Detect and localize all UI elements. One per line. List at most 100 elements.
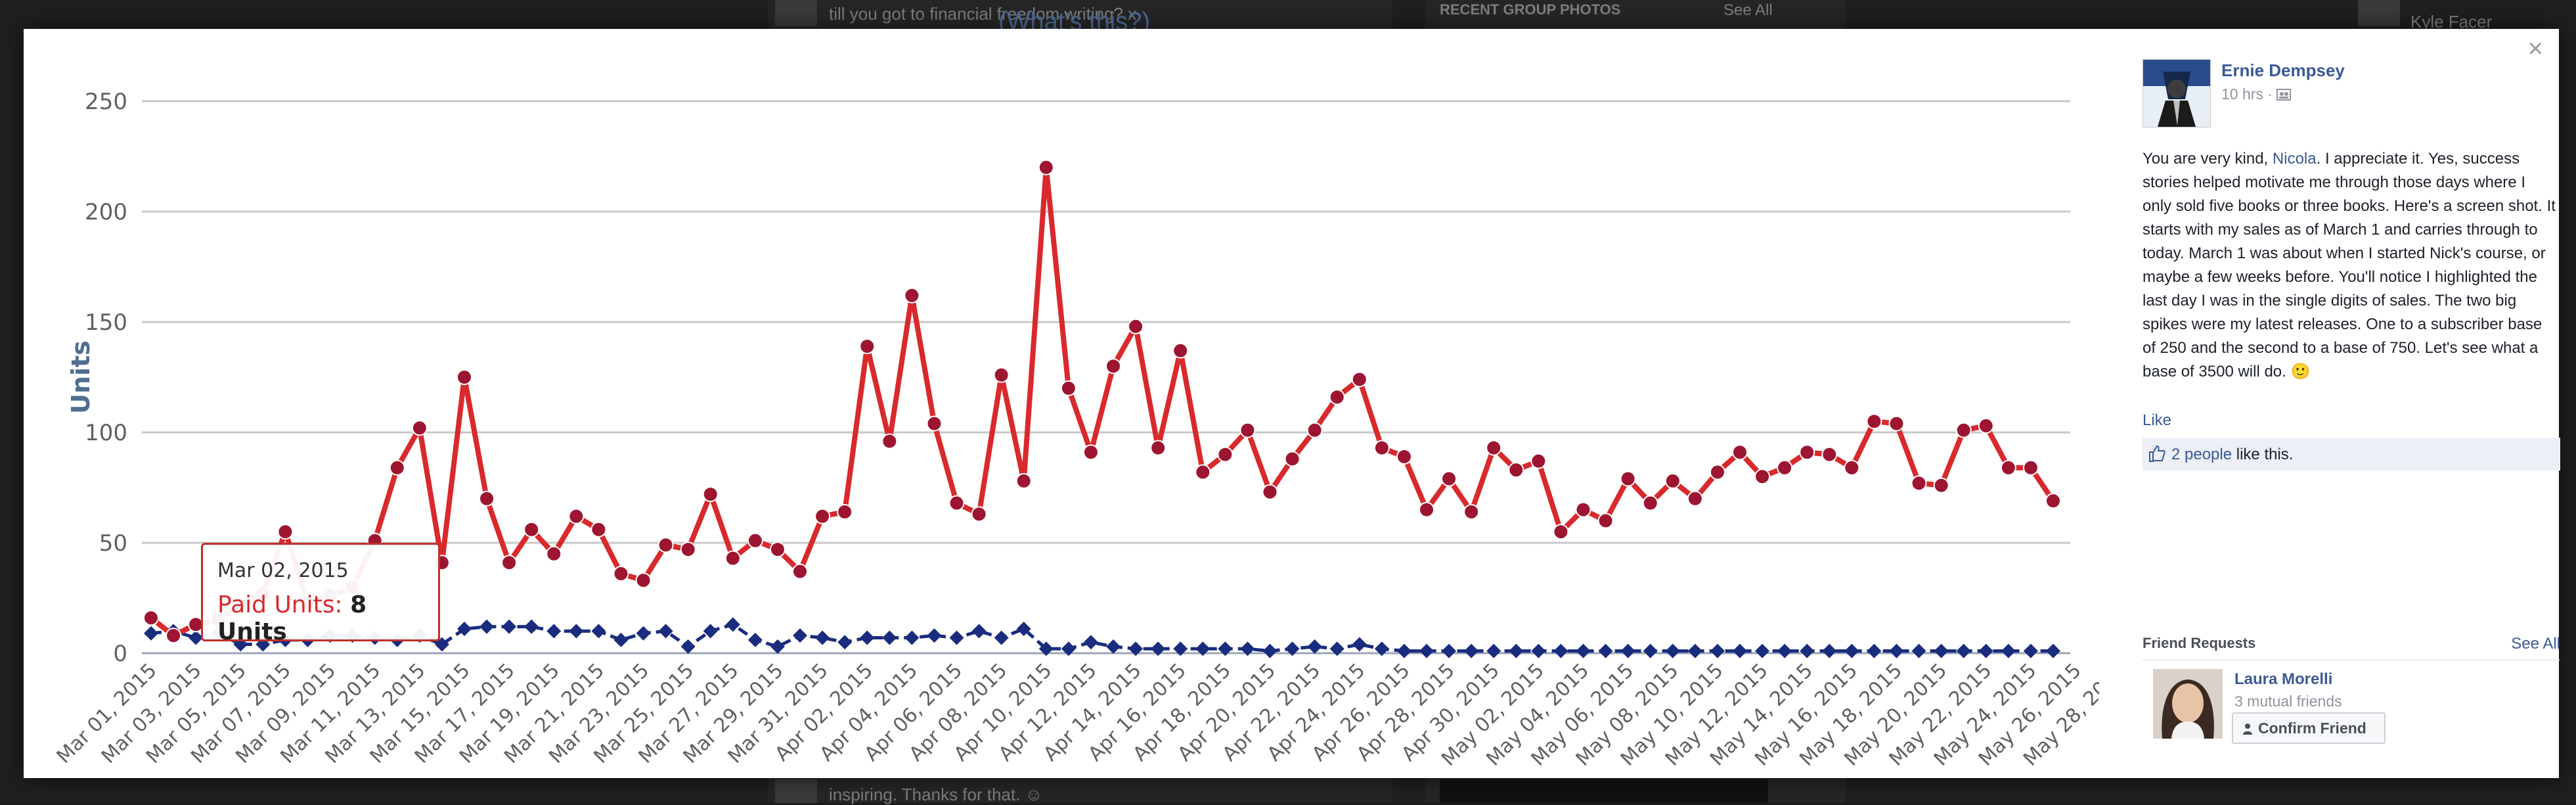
series-free-point [1106,639,1121,654]
series-paid-point [1777,459,1793,476]
series-paid-point [837,503,853,520]
series-free-point [658,624,673,639]
series-paid-point [1373,440,1390,456]
like-button[interactable]: Like [2143,411,2172,429]
series-paid-point [993,367,1010,383]
series-paid-point [1284,451,1300,467]
series-paid-point [166,628,182,644]
series-paid-point [501,555,518,571]
photo-lightbox: × 0 50 100 150 200 250 Units Mar 01, 2015 Mar … [24,29,2560,778]
series-free-point [1934,643,1949,658]
series-free-point [927,628,942,643]
series-free-point [703,624,718,639]
post-author-name[interactable]: Ernie Dempsey [2221,60,2345,80]
series-free-point [793,628,808,643]
author-avatar[interactable] [2143,59,2211,127]
series-free-point [1889,643,1904,658]
series-free-point [1956,643,1971,658]
series-paid-point [1038,159,1054,175]
tooltip-date: Mar 02, 2015 [217,559,349,582]
post-body: You are very kind, Nicola. I appreciate … [2143,147,2556,384]
post-body-start: You are very kind, [2143,150,2273,168]
series-paid-point [702,486,719,503]
series-free-point [546,624,562,639]
audience-group-icon[interactable] [2276,89,2292,101]
tooltip-row: Paid Units: 8 Units [217,591,424,645]
series-free-point [680,639,696,654]
series-free-point [613,632,629,647]
series-free-point [1083,635,1098,650]
series-paid-point [1150,440,1166,456]
background-avatar-bottom [775,779,817,803]
series-free-point [479,619,495,634]
series-free-point [569,624,584,639]
series-free-point [502,619,517,634]
sales-chart: 0 50 100 150 200 250 Units Mar 01, 2015 Mar 03… [24,29,2099,778]
series-paid-point [2000,459,2016,476]
series-free-point [882,630,897,645]
likes-summary: 2 people like this. [2143,438,2560,471]
series-paid-point [1463,503,1480,520]
series-paid-point [1553,524,1569,540]
likes-people-count[interactable]: 2 people [2171,446,2232,463]
series-free-point [1374,641,1389,656]
series-free-point [1307,639,1322,654]
post-body-rest: . I appreciate it. Yes, success stories … [2143,150,2556,380]
series-free-point [1061,641,1076,656]
series-paid-point [1799,444,1815,461]
smile-emoji-icon: 🙂 [2290,363,2311,380]
friend-request-mutual[interactable]: 3 mutual friends [2234,693,2342,710]
series-paid-point [1664,472,1681,489]
series-paid-point [1195,464,1211,480]
series-paid-point [814,508,831,524]
post-mention-link[interactable]: Nicola [2272,150,2317,168]
friend-requests-see-all[interactable]: See All [2511,635,2560,653]
series-paid-point [680,541,696,558]
series-paid-point [546,545,562,562]
series-free-point [1486,643,1501,658]
close-icon[interactable]: × [2527,34,2543,63]
series-paid-point [613,566,629,582]
series-free-point [1419,643,1434,658]
series-free-point [1509,643,1524,658]
series-paid-point [1508,462,1524,478]
background-comment-top: till you got to financial freedom writin… [829,4,1137,24]
series-free-point [1531,643,1546,658]
series-paid-point [2045,493,2061,509]
author-avatar-image [2143,60,2210,127]
chart-tooltip: Mar 02, 2015 Paid Units: 8 Units [201,543,440,645]
series-paid-point [1575,501,1591,518]
friend-request-avatar-image [2153,669,2223,739]
series-free-point [1038,641,1054,656]
series-paid-point [1128,318,1144,334]
friend-request-name[interactable]: Laura Morelli [2234,670,2333,688]
series-free-point [1151,641,1166,656]
series-paid-point [523,521,540,538]
series-free-point [189,630,204,645]
y-tick-label: 200 [85,199,127,225]
series-paid-point [657,537,674,553]
series-free-point [144,626,158,641]
series-free-point [747,632,763,647]
friend-requests-title: Friend Requests [2143,635,2256,651]
series-free-point [1867,643,1882,658]
series-paid-point [1217,446,1233,463]
series-free-point [456,622,472,637]
background-comment-bottom: inspiring. Thanks for that. ☺ [829,785,1043,804]
series-paid-point [1844,459,1860,476]
thumbs-up-icon [2149,445,2165,462]
series-paid-point [1239,422,1256,438]
series-paid-point [1754,469,1771,485]
friend-request-avatar[interactable] [2153,669,2223,739]
series-free-point [1665,643,1680,658]
series-free-point [1016,622,1031,637]
background-avatar-right [2358,0,2400,26]
post-timestamp: 10 hrs · [2221,85,2292,103]
series-free-point [1733,643,1748,658]
series-paid-point [1978,417,1994,434]
series-paid-point [1687,490,1703,507]
confirm-friend-button[interactable]: Confirm Friend [2232,712,2386,744]
series-paid-point [1911,475,1927,492]
series-free-point [1553,643,1568,658]
tooltip-value: 8 Units [217,591,367,645]
